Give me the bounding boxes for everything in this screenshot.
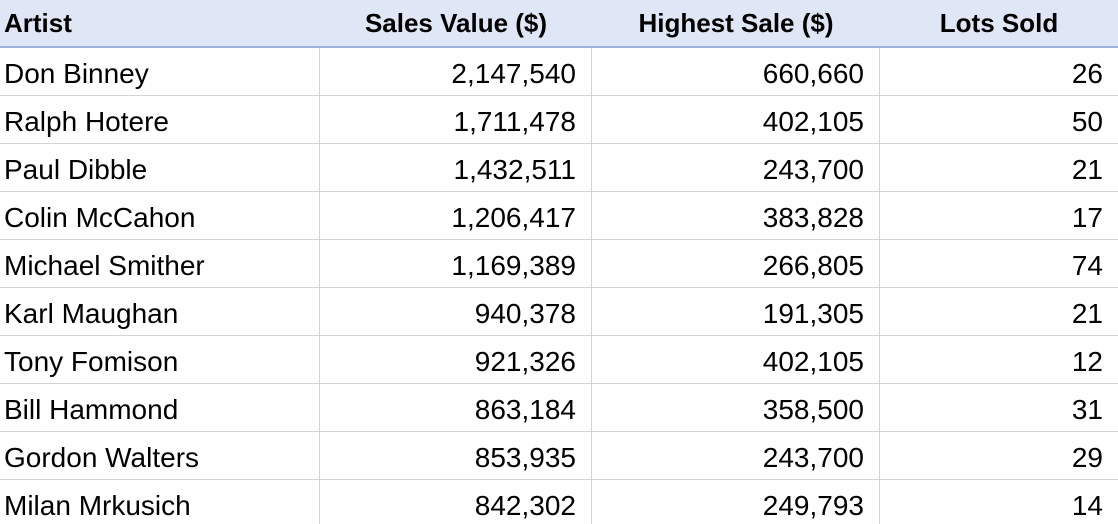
- table-row: Colin McCahon 1,206,417 383,828 17: [0, 192, 1118, 240]
- table-row: Paul Dibble 1,432,511 243,700 21: [0, 144, 1118, 192]
- number-cell: 402,105: [592, 336, 880, 383]
- number-cell: 26: [1071, 57, 1103, 89]
- header-cell: Sales Value ($): [364, 7, 548, 38]
- table-row: Michael Smither 1,169,389 266,805 74: [0, 240, 1118, 288]
- number-cell: 2,147,540: [320, 48, 592, 95]
- number-cell: 266,805: [592, 240, 880, 287]
- number-cell: 383,828: [592, 192, 880, 239]
- number-cell: 1,432,511: [320, 144, 592, 191]
- header-cell: Lots Sold: [939, 7, 1059, 38]
- artist-cell: Ralph Hotere: [0, 96, 320, 143]
- artist-cell: Bill Hammond: [0, 384, 320, 431]
- number-cell: 1,169,389: [320, 240, 592, 287]
- number-cell: 1,711,478: [320, 96, 592, 143]
- number-cell: 1,206,417: [320, 192, 592, 239]
- header-row: Artist Sales Value ($) Highest Sale ($) Lot…: [0, 0, 1118, 48]
- number-cell: 660,660: [592, 48, 880, 95]
- number-cell: 50: [1071, 105, 1103, 137]
- artist-cell: Karl Maughan: [0, 288, 320, 335]
- table-row: Karl Maughan 940,378 191,305 21: [0, 288, 1118, 336]
- number-cell: 921,326: [320, 336, 592, 383]
- number-cell: 29: [1071, 441, 1103, 473]
- artist-cell: Milan Mrkusich: [0, 480, 320, 524]
- table-row: Milan Mrkusich 842,302 249,793 14: [0, 480, 1118, 524]
- number-cell: 12: [1071, 345, 1103, 377]
- artist-cell: Tony Fomison: [0, 336, 320, 383]
- number-cell: 249,793: [592, 480, 880, 524]
- number-cell: 243,700: [592, 432, 880, 479]
- number-cell: 21: [1071, 297, 1103, 329]
- table-row: Bill Hammond 863,184 358,500 31: [0, 384, 1118, 432]
- number-cell: 853,935: [320, 432, 592, 479]
- artist-cell: Paul Dibble: [0, 144, 320, 191]
- number-cell: 191,305: [592, 288, 880, 335]
- artist-cell: Colin McCahon: [0, 192, 320, 239]
- number-cell: 940,378: [320, 288, 592, 335]
- number-cell: 14: [1071, 489, 1103, 521]
- table-row: Ralph Hotere 1,711,478 402,105 50: [0, 96, 1118, 144]
- number-cell: 842,302: [320, 480, 592, 524]
- table-row: Don Binney 2,147,540 660,660 26: [0, 48, 1118, 96]
- artist-cell: Don Binney: [0, 48, 320, 95]
- number-cell: 863,184: [320, 384, 592, 431]
- number-cell: 31: [1071, 393, 1103, 425]
- number-cell: 17: [1071, 201, 1103, 233]
- number-cell: 358,500: [592, 384, 880, 431]
- number-cell: 402,105: [592, 96, 880, 143]
- number-cell: 243,700: [592, 144, 880, 191]
- header-cell: Artist: [4, 7, 72, 38]
- table-row: Tony Fomison 921,326 402,105 12: [0, 336, 1118, 384]
- artist-cell: Gordon Walters: [0, 432, 320, 479]
- number-cell: 21: [1071, 153, 1103, 185]
- artist-cell: Michael Smither: [0, 240, 320, 287]
- number-cell: 74: [1071, 249, 1103, 281]
- table-row: Gordon Walters 853,935 243,700 29: [0, 432, 1118, 480]
- header-cell: Highest Sale ($): [638, 7, 834, 38]
